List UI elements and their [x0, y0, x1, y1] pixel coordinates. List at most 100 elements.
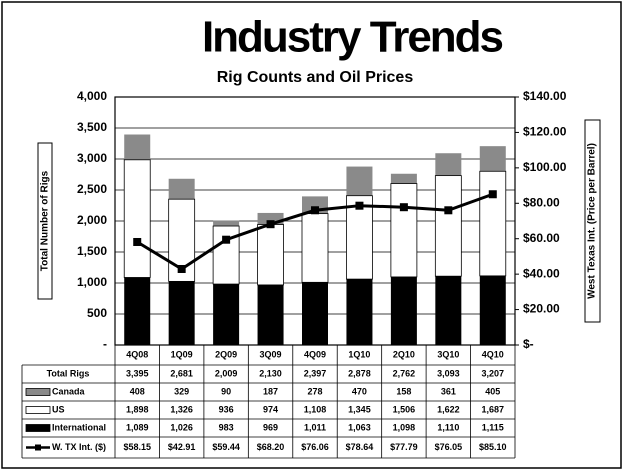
table-row-label: Total Rigs [47, 368, 90, 378]
bar [124, 134, 151, 160]
table-cell: 187 [263, 386, 278, 396]
x-tick-label: 1Q09 [171, 349, 193, 359]
line-marker [488, 190, 497, 199]
y2-title-box [584, 119, 601, 323]
y-tick-label: 1,000 [77, 275, 107, 289]
table-cell: 329 [174, 386, 189, 396]
bar [390, 183, 418, 278]
table-cell: 1,622 [437, 404, 460, 414]
chart-subtitle: Rig Counts and Oil Prices [217, 69, 414, 86]
line-marker [444, 206, 453, 215]
line-marker [355, 201, 364, 210]
line-marker [266, 220, 275, 229]
bar [257, 212, 284, 225]
table-cell: $59.44 [212, 442, 240, 452]
legend-swatch [25, 406, 51, 414]
bar [479, 170, 507, 277]
y2-tick-label: $80.00 [523, 195, 560, 209]
bar [124, 277, 151, 345]
bar [435, 276, 462, 345]
bar [168, 281, 195, 345]
table-cell: 1,345 [348, 404, 371, 414]
table-cell: $58.15 [123, 442, 151, 452]
y-tick-label: 3,500 [77, 120, 107, 134]
x-tick-label: 2Q09 [215, 349, 237, 359]
y-tick-label: 3,000 [77, 151, 107, 165]
x-tick-label: 4Q10 [482, 349, 504, 359]
y-tick-label: - [103, 337, 107, 351]
table-cell: 278 [307, 386, 322, 396]
x-tick-label: 3Q09 [260, 349, 282, 359]
x-tick-label: 2Q10 [393, 349, 415, 359]
bar [479, 146, 506, 172]
legend-label: W. TX Int. ($) [52, 442, 106, 452]
bar [390, 276, 417, 345]
y-tick-label: 2,000 [77, 213, 107, 227]
y-tick-label: 1,500 [77, 244, 107, 258]
y-axis-title: Total Number of Rigs [40, 170, 51, 271]
table-cell: 158 [396, 386, 411, 396]
y2-tick-label: $140.00 [523, 89, 567, 103]
table-cell: $76.05 [435, 442, 463, 452]
table-cell: 2,009 [215, 368, 238, 378]
y-tick-label: 500 [87, 306, 107, 320]
table-cell: 3,207 [482, 368, 505, 378]
y-tick-label: 4,000 [77, 89, 107, 103]
bar [346, 279, 373, 345]
bar [346, 166, 373, 196]
table-cell: 2,762 [393, 368, 416, 378]
table-cell: 2,130 [259, 368, 282, 378]
table-cell: $68.20 [257, 442, 285, 452]
table-cell: $76.06 [301, 442, 329, 452]
table-cell: 2,397 [304, 368, 327, 378]
bar [213, 284, 240, 345]
table-cell: 470 [352, 386, 367, 396]
legend-label: International [52, 422, 106, 432]
bar [302, 282, 328, 345]
table-cell: 1,026 [170, 422, 193, 432]
bar [479, 275, 506, 345]
bar [435, 153, 462, 176]
x-tick-label: 1Q10 [348, 349, 370, 359]
table-cell: $42.91 [168, 442, 196, 452]
line-marker [177, 264, 186, 273]
table-cell: 1,108 [304, 404, 327, 414]
legend-swatch [35, 444, 41, 451]
y-title-box [37, 142, 53, 300]
legend-label: Canada [52, 386, 86, 396]
line-marker [222, 235, 231, 244]
y2-tick-label: $- [523, 337, 534, 351]
table-cell: 974 [263, 404, 278, 414]
bar [213, 220, 240, 227]
y2-axis-title: West Texas Int. (Price per Barrel) [587, 143, 598, 299]
bar [301, 213, 329, 283]
table-cell: 1,506 [393, 404, 416, 414]
line-marker [133, 237, 142, 246]
table-cell: 408 [130, 386, 145, 396]
table-cell: 1,011 [304, 422, 326, 432]
table-cell: 1,115 [482, 422, 504, 432]
table-cell: 936 [219, 404, 234, 414]
legend-swatch [25, 388, 51, 396]
table-cell: 2,681 [170, 368, 193, 378]
y2-tick-label: $60.00 [523, 231, 560, 245]
y-tick-label: 2,500 [77, 182, 107, 196]
x-tick-label: 4Q09 [304, 349, 326, 359]
bar [434, 175, 462, 277]
table-cell: 1,089 [126, 422, 149, 432]
bar [390, 173, 417, 184]
line-marker [399, 203, 408, 212]
legend-swatch [25, 424, 51, 432]
table-cell: 90 [221, 386, 231, 396]
bar [123, 159, 151, 278]
y2-tick-label: $20.00 [523, 302, 560, 316]
table-cell: 1,098 [393, 422, 416, 432]
y2-tick-label: $100.00 [523, 160, 567, 174]
table-cell: $85.10 [479, 442, 507, 452]
y2-tick-label: $120.00 [523, 125, 567, 139]
bar [257, 284, 284, 345]
bar [257, 224, 284, 286]
table-cell: 1,063 [348, 422, 371, 432]
x-tick-label: 3Q10 [437, 349, 459, 359]
